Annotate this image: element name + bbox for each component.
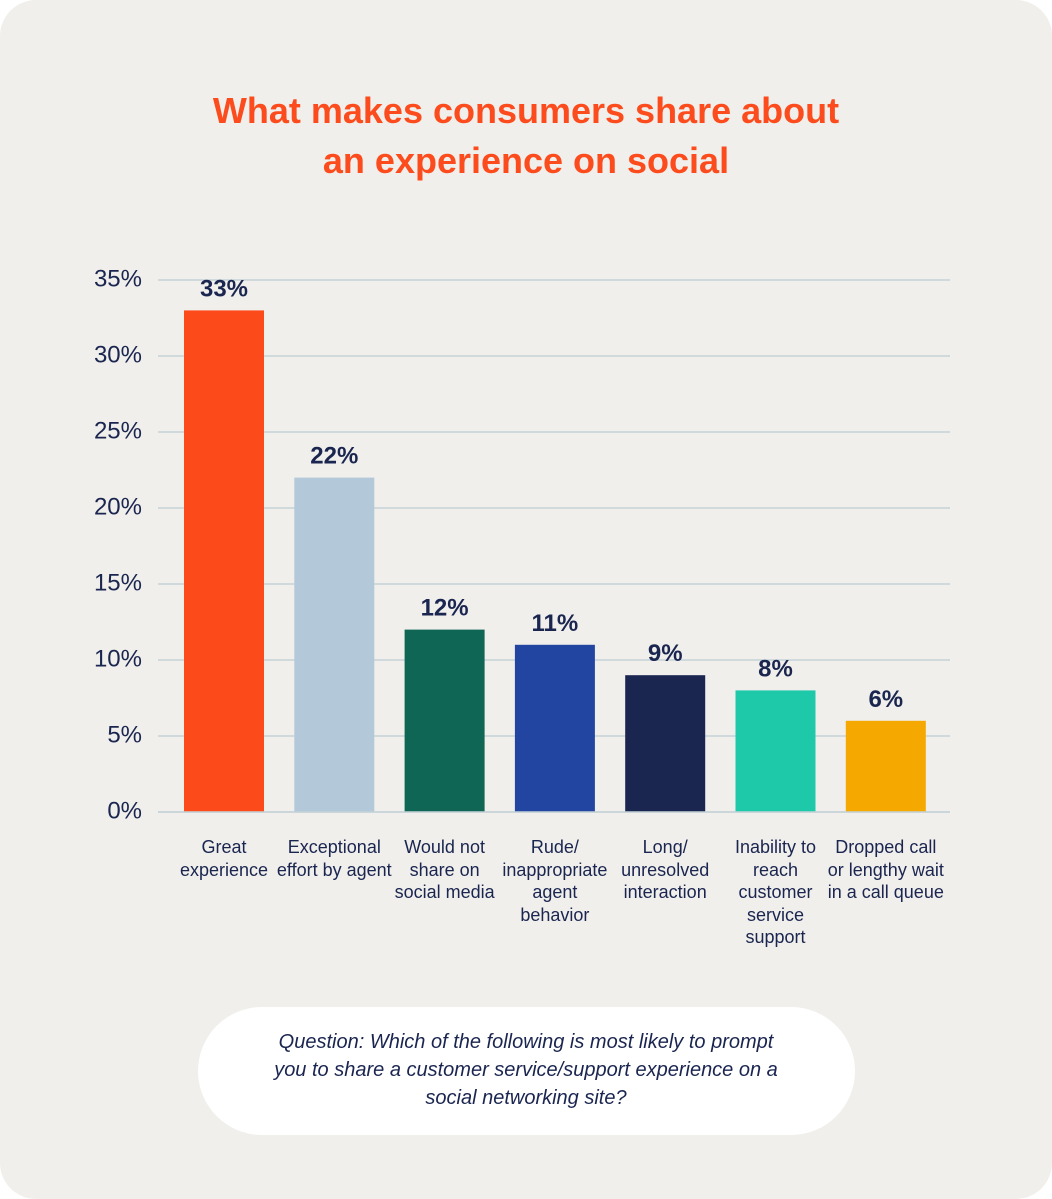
x-tick-label: Dropped call or lengthy wait in a call q…	[827, 837, 944, 902]
value-label: 11%	[532, 610, 579, 637]
bar	[625, 675, 706, 812]
bar	[514, 644, 595, 812]
bar	[735, 690, 816, 812]
y-tick-label: 30%	[94, 341, 142, 368]
value-label: 12%	[421, 595, 469, 622]
value-label: 8%	[758, 655, 793, 682]
value-label: 6%	[868, 686, 903, 713]
x-tick-label: Would not share on social media	[394, 837, 495, 902]
y-tick-label: 35%	[94, 265, 142, 292]
value-label: 33%	[200, 275, 248, 302]
value-label: 9%	[648, 640, 683, 667]
y-tick-label: 20%	[94, 493, 142, 520]
x-tick-label: Long/ unresolved interaction	[621, 837, 710, 902]
note: Question: Which of the following is most…	[274, 1031, 778, 1109]
x-tick-label: Exceptional effort by agent	[276, 837, 392, 880]
chart-title: What makes consumers share about an expe…	[212, 90, 840, 181]
y-tick-label: 15%	[94, 569, 142, 596]
y-tick-label: 5%	[107, 721, 142, 748]
bar	[404, 629, 485, 812]
bar	[845, 720, 926, 812]
bar	[184, 310, 264, 812]
value-label: 22%	[310, 443, 358, 470]
y-tick-label: 25%	[94, 417, 142, 444]
note-box	[198, 1007, 855, 1135]
x-tick-label: Rude/ inappropriate agent behavior	[502, 837, 608, 925]
y-tick-label: 10%	[94, 645, 142, 672]
bar	[294, 477, 375, 812]
x-tick-label: Inability to reach customer service supp…	[734, 837, 817, 947]
x-tick-label: Great experience	[179, 837, 269, 880]
y-tick-label: 0%	[107, 797, 142, 824]
